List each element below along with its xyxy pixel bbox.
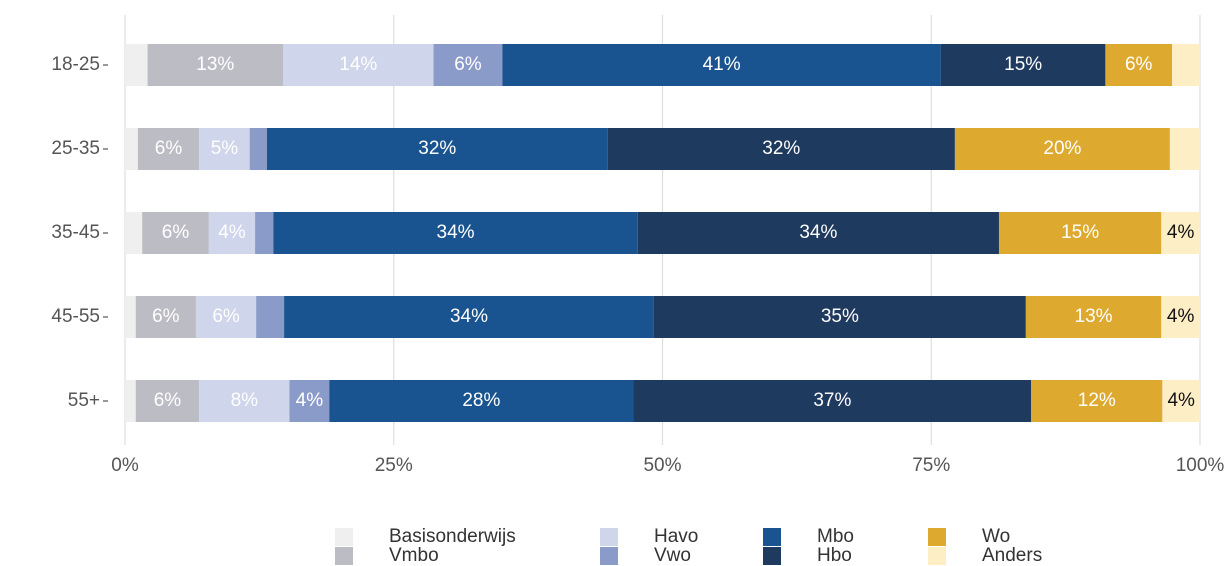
y-tick-label: 18-25 [51,54,100,75]
y-tick-label: 55+ [68,390,100,411]
legend-swatch [928,528,946,546]
value-label: 8% [231,390,259,411]
bar-segment [256,296,285,338]
legend-swatch [600,547,618,565]
value-label: 6% [152,306,180,327]
bar-segment [633,380,1032,422]
value-label: 13% [1075,306,1113,327]
bar-segment [208,212,256,254]
value-label: 4% [1167,306,1195,327]
bar-segment [284,296,654,338]
legend-swatch [335,547,353,565]
legend-swatch [335,528,353,546]
bar-segment [249,128,267,170]
legend-label: Vwo [654,545,691,566]
bar-segment [125,128,138,170]
legend-label: Hbo [817,545,852,566]
value-label: 20% [1043,138,1081,159]
value-label: 15% [1061,222,1099,243]
x-tick-label: 100% [1176,455,1225,476]
value-label: 6% [162,222,190,243]
bar-segment [135,296,196,338]
bar-segment [940,44,1106,86]
legend-label: Vmbo [389,545,439,566]
value-label: 6% [1125,54,1153,75]
bar-segment [255,212,274,254]
value-label: 4% [1167,390,1195,411]
value-label: 34% [450,306,488,327]
legend-label: Basisonderwijs [389,526,516,547]
bar-segment [954,128,1170,170]
bar-segment [199,128,250,170]
y-tick-label: 25-35 [51,138,100,159]
bar-segment [329,380,634,422]
bar-segment [1162,380,1200,422]
bar-segment [502,44,941,86]
value-label: 37% [813,390,851,411]
x-tick-label: 25% [375,455,413,476]
value-label: 4% [218,222,246,243]
legend-label: Wo [982,526,1010,547]
legend-label: Mbo [817,526,854,547]
value-label: 15% [1004,54,1042,75]
bar-segment [195,296,257,338]
bar-segment [1161,296,1200,338]
bar-segment [199,380,290,422]
value-label: 6% [155,138,183,159]
bar-segment [1025,296,1162,338]
bar-segment [142,212,209,254]
bar-segment [1031,380,1163,422]
value-label: 4% [1167,222,1195,243]
bar-segment [135,380,200,422]
value-label: 6% [154,390,182,411]
value-label: 28% [462,390,500,411]
legend-swatch [600,528,618,546]
bar-segment [433,44,503,86]
value-label: 34% [799,222,837,243]
value-label: 32% [762,138,800,159]
value-label: 35% [821,306,859,327]
bar-segment [147,44,284,86]
x-tick-label: 0% [111,455,139,476]
legend-swatch [928,547,946,565]
value-label: 32% [418,138,456,159]
bar-segment [125,296,136,338]
bar-segment [607,128,955,170]
bar-segment [653,296,1026,338]
bar-segment [1169,128,1200,170]
bar-segment [125,44,148,86]
bar-segment [998,212,1162,254]
legend-label: Anders [982,545,1042,566]
value-label: 6% [454,54,482,75]
bar-segment [1161,212,1200,254]
y-tick-label: 45-55 [51,306,100,327]
value-label: 6% [212,306,240,327]
y-tick-label: 35-45 [51,222,100,243]
bar-segment [266,128,608,170]
legend-label: Havo [654,526,698,547]
bar-segment [1105,44,1173,86]
legend-swatch [763,547,781,565]
bar-segment [273,212,638,254]
x-tick-label: 75% [912,455,950,476]
value-label: 5% [211,138,239,159]
bar-segment [125,380,136,422]
value-label: 14% [339,54,377,75]
bar-segment [289,380,330,422]
x-tick-label: 50% [643,455,681,476]
value-label: 13% [196,54,234,75]
bar-segment [637,212,999,254]
value-label: 4% [296,390,324,411]
legend-swatch [763,528,781,546]
value-label: 41% [703,54,741,75]
bar-segment [125,212,143,254]
bar-segment [137,128,200,170]
value-label: 12% [1078,390,1116,411]
bar-segment [1172,44,1200,86]
value-label: 34% [437,222,475,243]
bar-segment [283,44,434,86]
